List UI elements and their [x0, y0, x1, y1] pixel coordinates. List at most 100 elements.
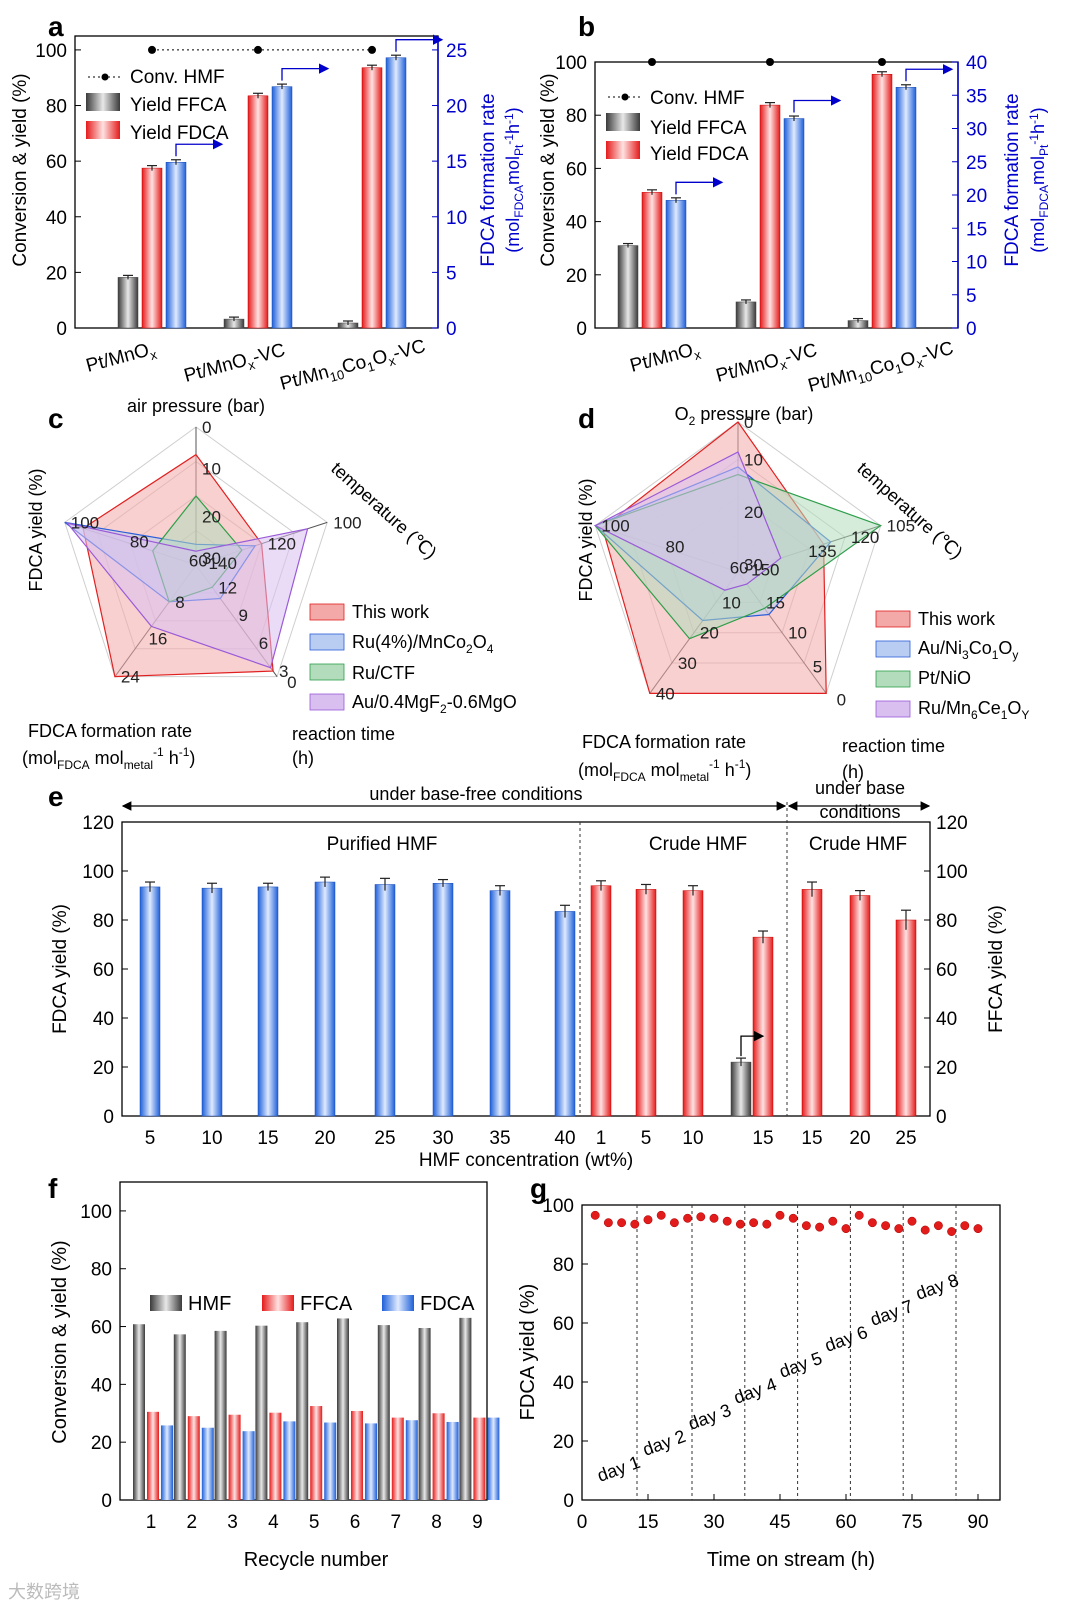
xtick-label-e: 25: [895, 1128, 916, 1149]
y2tick-label-e: 0: [936, 1107, 947, 1128]
data-point-g: [881, 1221, 891, 1231]
radar-tick-label-d: 10: [788, 624, 807, 643]
legend-conv-hmf-b: Conv. HMF: [650, 88, 745, 109]
xtick-label-f: 2: [187, 1512, 198, 1533]
ytick-label-f: 60: [91, 1318, 112, 1339]
rate-arrow: [281, 63, 330, 81]
radar-d-axis-bl-label: FDCA formation rate: [582, 732, 746, 752]
radar-tick-label-d: 20: [744, 503, 763, 522]
data-point-g: [709, 1213, 719, 1223]
radar-d-axis-br-label: reaction time: [842, 736, 945, 756]
y2tick-label-e: 80: [936, 911, 957, 932]
xtick-label-e: 40: [554, 1128, 575, 1149]
data-point-g: [722, 1216, 732, 1226]
legend-yield-ffca-a: Yield FFCA: [130, 95, 227, 116]
ylabel-f: Conversion & yield (%): [49, 1240, 71, 1443]
radar-tick-label-d: 30: [744, 556, 763, 575]
panel-a-ylabel: Conversion & yield (%): [10, 73, 31, 266]
bar-fdca: [247, 95, 269, 329]
bar-hmf: [255, 1325, 268, 1500]
y2tick-label-b: 5: [966, 286, 977, 307]
conv-hmf-point: [766, 58, 774, 66]
data-point-g: [696, 1212, 706, 1222]
bar-ffca: [117, 277, 139, 329]
bar-fdca: [161, 1425, 173, 1500]
radar-c-axis-br-unit: (h): [292, 748, 314, 768]
bar-ffca: [391, 1417, 404, 1500]
xtick-label-e: 20: [849, 1128, 870, 1149]
bar-fdca-e: [682, 890, 704, 1117]
ytick-label-g: 100: [542, 1196, 574, 1217]
bar-ffca: [735, 301, 757, 329]
bar-rate: [385, 57, 407, 329]
xtick-label-g: 75: [901, 1512, 922, 1533]
conv-hmf-point: [878, 58, 886, 66]
panel-letter-a: a: [48, 11, 64, 42]
panel-a: a Conversion & yield (%) FDCA formation …: [10, 11, 526, 267]
radar-tick-label-d: 5: [813, 658, 822, 677]
xlabel-g: Time on stream (h): [707, 1549, 875, 1571]
y2tick-label-e: 20: [936, 1058, 957, 1079]
panel-b-ylabel: Conversion & yield (%): [538, 73, 559, 266]
panel-f-legend: HMF FFCA FDCA: [150, 1293, 475, 1315]
xtick-label-e: 15: [257, 1128, 278, 1149]
bar-fdca-e: [374, 884, 396, 1117]
ytick-label-a: 40: [46, 208, 67, 229]
panel-b-y2units: (molFDCAmolPt-1h-1): [1027, 107, 1051, 252]
legend-c-swatch: [309, 603, 345, 621]
ytick-label-b: 100: [555, 53, 587, 74]
xtick-label-e: 15: [801, 1128, 822, 1149]
ytick-label-b: 60: [566, 159, 587, 180]
data-point-g: [973, 1224, 983, 1234]
cat-label-b-1: Pt/MnOx: [628, 338, 703, 380]
bar-fdca-e: [489, 890, 511, 1117]
ytick-label-f: 0: [101, 1491, 112, 1512]
ytick-label-e: 60: [93, 960, 114, 981]
bar-ffca: [351, 1410, 363, 1500]
radar-tick-label-d: 0: [837, 690, 846, 709]
day-label: day 1: [595, 1452, 643, 1486]
data-point-g: [828, 1216, 838, 1226]
bar-hmf: [337, 1318, 349, 1500]
legend-d-au-ni3co1oy: Au/Ni3Co1Oy: [918, 638, 1018, 662]
ylabel-g: FDCA yield (%): [517, 1284, 539, 1421]
bar-hmf: [214, 1330, 227, 1500]
legend-c-swatch: [309, 663, 345, 681]
panel-b: b Conversion & yield (%) FDCA formation …: [538, 11, 1051, 267]
ytick-label-f: 20: [91, 1433, 112, 1454]
group-label-e: Crude HMF: [649, 834, 747, 855]
day-label: day 2: [640, 1426, 688, 1460]
ytick-label-e: 0: [103, 1107, 114, 1128]
radar-tick-label-c: 30: [202, 549, 221, 568]
xlabel-e: HMF concentration (wt%): [419, 1150, 633, 1171]
xtick-label-e: 15: [752, 1128, 773, 1149]
xtick-label-g: 45: [769, 1512, 790, 1533]
radar-tick-label-d: 100: [601, 517, 629, 536]
bar-fdca-e: [590, 885, 612, 1117]
xtick-label-e: 10: [682, 1128, 703, 1149]
bar-rate: [165, 162, 187, 329]
bar-fdca-e: [554, 911, 576, 1117]
y2tick-label-e: 60: [936, 960, 957, 981]
radar-c-axis-bl-label: FDCA formation rate: [28, 721, 192, 741]
day-label: day 8: [913, 1270, 961, 1304]
xtick-label-g: 60: [835, 1512, 856, 1533]
bar-rate: [783, 118, 805, 329]
legend-fdca-swatch-b: [606, 141, 640, 159]
data-point-g: [735, 1219, 745, 1229]
radar-d-axis-br-unit: (h): [842, 762, 864, 782]
bar-ffca: [228, 1414, 241, 1500]
cat-label-a-2: Pt/MnOx-VC: [182, 340, 288, 390]
panel-b-y2label: FDCA formation rate: [1002, 93, 1023, 266]
ytick-label-e: 100: [82, 862, 114, 883]
legend-f-fdca-swatch: [382, 1295, 414, 1311]
legend-c-this-work: This work: [352, 602, 430, 622]
bar-hmf: [418, 1327, 431, 1500]
bar-fdca: [201, 1427, 214, 1500]
xtick-label-f: 9: [472, 1512, 483, 1533]
radar-d-axis-left-label: FDCA yield (%): [576, 478, 596, 601]
conv-hmf-point: [368, 45, 376, 54]
radar-tick-label-c: 9: [239, 606, 248, 625]
ytick-label-g: 60: [553, 1314, 574, 1335]
radar-tick-label-c: 140: [209, 554, 237, 573]
